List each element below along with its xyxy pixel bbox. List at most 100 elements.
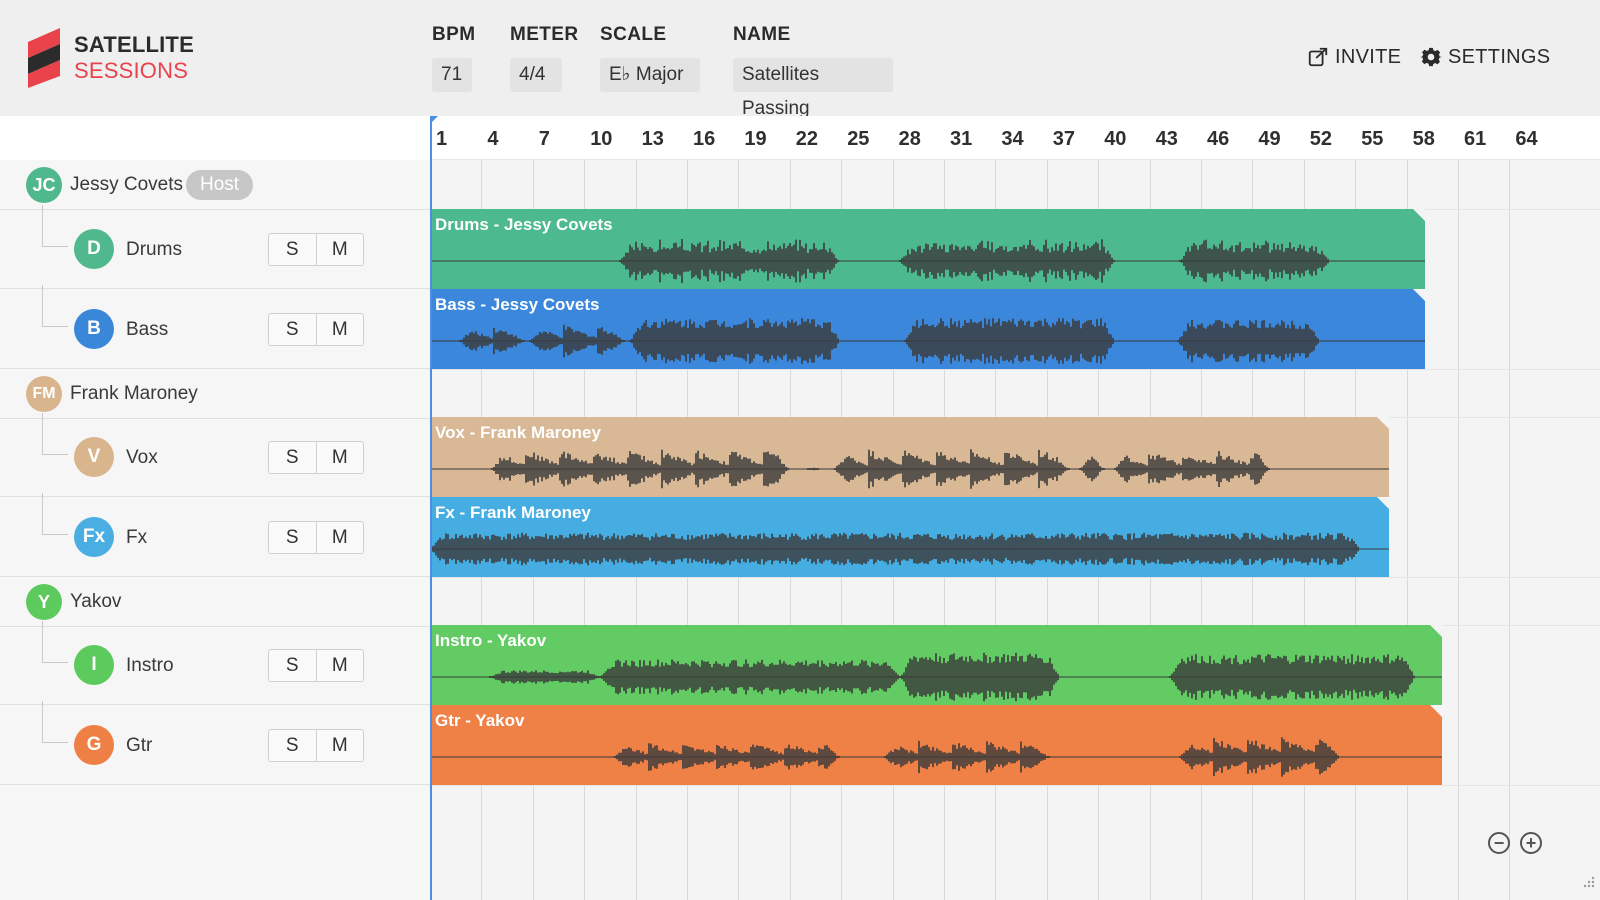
bpm-label: BPM xyxy=(432,24,476,45)
track-name: Gtr xyxy=(126,735,153,756)
zoom-in-button[interactable]: + xyxy=(1520,832,1542,854)
bar-label: 7 xyxy=(538,128,550,150)
playhead-handle[interactable] xyxy=(430,116,438,124)
track-row-drums: D Drums S M xyxy=(0,205,430,289)
bpm-field[interactable]: 71 xyxy=(432,58,472,92)
solo-mute-group: S M xyxy=(268,233,364,266)
settings-label: SETTINGS xyxy=(1448,45,1551,68)
bar-label: 19 xyxy=(744,128,767,150)
waveform xyxy=(430,737,1442,777)
clip-title: Fx - Frank Maroney xyxy=(435,503,591,522)
user-name: Frank Maroney xyxy=(70,383,198,404)
scale-select[interactable]: E♭ Major xyxy=(600,58,700,92)
solo-button[interactable]: S xyxy=(285,734,299,756)
playhead[interactable] xyxy=(430,116,432,900)
timeline-area[interactable]: 1 4 7 10 13 16 19 22 25 28 31 34 37 40 43 46 49 52 55 58 61 6… xyxy=(430,116,1600,900)
clip-fx[interactable]: Fx - Frank Maroney xyxy=(430,497,1389,577)
bar-label: 16 xyxy=(693,128,716,150)
tree-connector xyxy=(42,205,68,247)
bar-label: 52 xyxy=(1309,128,1333,150)
row-divider xyxy=(430,577,1600,578)
mute-button[interactable]: M xyxy=(315,442,364,473)
resize-grip-icon[interactable] xyxy=(1580,874,1596,890)
session-name-field[interactable]: Satellites Passing xyxy=(733,58,893,119)
bar-label: 31 xyxy=(950,128,973,150)
bar-ruler[interactable]: 1 4 7 10 13 16 19 22 25 28 31 34 37 40 43 46 49 52 55 58 61 6… xyxy=(430,116,1600,160)
track-avatar: G xyxy=(74,725,114,765)
settings-button[interactable]: SETTINGS xyxy=(1420,42,1550,72)
clip-bass[interactable]: Bass - Jessy Covets xyxy=(430,289,1425,369)
waveform xyxy=(430,239,1425,283)
grid-line xyxy=(1458,116,1459,900)
tree-connector xyxy=(42,621,68,663)
row-divider xyxy=(430,369,1600,370)
bar-label: 4 xyxy=(487,128,499,150)
bar-label: 64 xyxy=(1515,128,1538,150)
clip-drums[interactable]: Drums - Jessy Covets xyxy=(430,209,1425,289)
avatar: Y xyxy=(26,584,62,620)
meter-label: METER xyxy=(510,24,579,45)
tree-connector xyxy=(42,285,68,327)
solo-mute-group: S M xyxy=(268,441,364,474)
solo-mute-group: S M xyxy=(268,313,364,346)
avatar: JC xyxy=(26,167,62,203)
waveform xyxy=(430,532,1389,566)
clip-title: Instro - Yakov xyxy=(435,631,547,650)
tree-connector xyxy=(42,701,68,743)
track-row-instro: I Instro S M xyxy=(0,621,430,705)
mute-button[interactable]: M xyxy=(315,730,364,761)
user-name: Jessy Covets xyxy=(70,174,183,195)
tree-connector xyxy=(42,493,68,535)
avatar: FM xyxy=(26,376,62,412)
track-name: Bass xyxy=(126,319,169,340)
bar-label: 13 xyxy=(641,128,664,150)
meter-field[interactable]: 4/4 xyxy=(510,58,562,92)
track-row-fx: Fx Fx S M xyxy=(0,493,430,577)
track-row-gtr: G Gtr S M xyxy=(0,701,430,785)
user-name: Yakov xyxy=(70,591,122,612)
clip-title: Gtr - Yakov xyxy=(435,711,525,730)
user-row-yakov: Y Yakov xyxy=(0,577,430,627)
solo-button[interactable]: S xyxy=(285,654,299,676)
solo-mute-group: S M xyxy=(268,649,364,682)
solo-button[interactable]: S xyxy=(285,238,299,260)
bar-label: 46 xyxy=(1207,128,1230,150)
track-list-header-spacer xyxy=(0,116,430,160)
solo-button[interactable]: S xyxy=(285,526,299,548)
clip-resize-corner[interactable] xyxy=(1430,625,1442,637)
track-avatar: Fx xyxy=(74,517,114,557)
track-row-vox: V Vox S M xyxy=(0,413,430,497)
user-row-frank-maroney: FM Frank Maroney xyxy=(0,369,430,419)
bar-label: 10 xyxy=(590,128,613,150)
bar-label: 1 xyxy=(436,128,448,150)
tree-connector xyxy=(42,413,68,455)
zoom-out-button[interactable]: − xyxy=(1488,832,1510,854)
invite-label: INVITE xyxy=(1335,45,1402,68)
mute-button[interactable]: M xyxy=(315,522,364,553)
invite-button[interactable]: INVITE xyxy=(1307,42,1401,72)
solo-button[interactable]: S xyxy=(285,446,299,468)
clip-vox[interactable]: Vox - Frank Maroney xyxy=(430,417,1389,497)
mute-button[interactable]: M xyxy=(315,650,364,681)
grid-line xyxy=(1509,116,1511,900)
mute-button[interactable]: M xyxy=(315,234,364,265)
clip-instro[interactable]: Instro - Yakov xyxy=(430,625,1442,705)
track-avatar: D xyxy=(74,229,114,269)
track-name: Fx xyxy=(126,527,148,548)
clip-resize-corner[interactable] xyxy=(1413,289,1425,301)
row-divider xyxy=(430,785,1600,786)
track-avatar: I xyxy=(74,645,114,685)
clip-resize-corner[interactable] xyxy=(1377,417,1389,429)
name-label: NAME xyxy=(733,24,791,45)
bar-label: 55 xyxy=(1361,128,1384,150)
mute-button[interactable]: M xyxy=(315,314,364,345)
clip-resize-corner[interactable] xyxy=(1413,209,1425,221)
waveform xyxy=(430,318,1425,364)
track-avatar: B xyxy=(74,309,114,349)
scale-label: SCALE xyxy=(600,24,667,45)
header-bar: SATELLITE SESSIONS BPM 71 METER 4/4 SCAL… xyxy=(0,0,1600,119)
solo-button[interactable]: S xyxy=(285,318,299,340)
clip-gtr[interactable]: Gtr - Yakov xyxy=(430,705,1442,785)
clip-resize-corner[interactable] xyxy=(1430,705,1442,717)
clip-resize-corner[interactable] xyxy=(1377,497,1389,509)
